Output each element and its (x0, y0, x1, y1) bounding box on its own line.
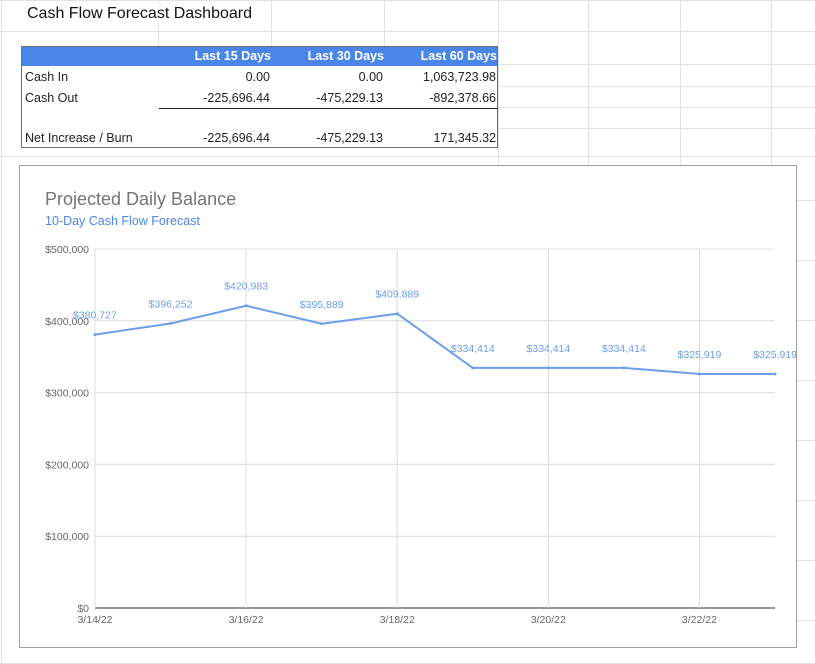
chart-title: Projected Daily Balance (45, 189, 236, 209)
cell-value[interactable]: -225,696.44 (203, 131, 270, 145)
data-point (471, 366, 475, 370)
data-label: $325,919 (753, 349, 796, 361)
data-point (244, 304, 248, 308)
x-tick-label: 3/16/22 (229, 614, 264, 626)
y-tick-label: $400,000 (45, 316, 89, 328)
y-tick-label: $0 (77, 603, 89, 615)
x-tick-label: 3/14/22 (77, 614, 112, 626)
data-label: $396,252 (149, 298, 193, 310)
series-line (94, 304, 775, 375)
data-point (546, 366, 550, 370)
y-tick-label: $100,000 (45, 531, 89, 543)
header-last-60-days[interactable]: Last 60 Days (420, 49, 497, 63)
cell-value[interactable]: 171,345.32 (433, 131, 496, 145)
line-chart[interactable]: Projected Daily Balance 10-Day Cash Flow … (19, 165, 797, 648)
y-tick-label: $500,000 (45, 244, 89, 256)
data-label: $409,889 (375, 289, 419, 301)
data-label: $420,983 (224, 281, 268, 293)
header-last-15-days[interactable]: Last 15 Days (194, 49, 271, 63)
data-label: $334,414 (526, 343, 570, 355)
sheet-title: Cash Flow Forecast Dashboard (25, 5, 254, 23)
cell-value[interactable]: -225,696.44 (203, 91, 270, 105)
data-label: $395,889 (300, 299, 344, 311)
cell-value[interactable]: -892,378.66 (429, 91, 496, 105)
data-label: $325,919 (678, 349, 722, 361)
row-label-cash-out[interactable]: Cash Out (25, 91, 78, 105)
summary-header-row: Last 15 Days Last 30 Days Last 60 Days (22, 47, 497, 66)
data-point (93, 333, 97, 337)
cell-value[interactable]: -475,229.13 (316, 91, 383, 105)
data-label: $380,727 (73, 310, 117, 322)
y-tick-label: $300,000 (45, 388, 89, 400)
x-tick-label: 3/20/22 (531, 614, 566, 626)
cell-value[interactable]: 0.00 (358, 70, 383, 84)
summary-table: Last 15 Days Last 30 Days Last 60 Days C… (21, 46, 498, 148)
x-tick-label: 3/22/22 (682, 614, 717, 626)
cell-value[interactable]: 0.00 (245, 70, 270, 84)
cell-value[interactable]: -475,229.13 (316, 131, 383, 145)
data-label: $334,414 (602, 343, 646, 355)
cell-value[interactable]: 1,063,723.98 (423, 70, 496, 84)
data-point (697, 372, 701, 376)
data-point (773, 372, 777, 376)
y-tick-label: $200,000 (45, 459, 89, 471)
chart-subtitle: 10-Day Cash Flow Forecast (45, 214, 200, 228)
x-tick-label: 3/18/22 (380, 614, 415, 626)
chart-canvas: Projected Daily Balance 10-Day Cash Flow … (45, 189, 796, 626)
row-label-cash-in[interactable]: Cash In (25, 70, 69, 84)
data-label: $334,414 (451, 343, 495, 355)
data-point (320, 322, 324, 326)
data-point (169, 321, 173, 325)
totals-divider (159, 108, 498, 109)
row-label-net-increase[interactable]: Net Increase / Burn (25, 131, 133, 145)
header-last-30-days[interactable]: Last 30 Days (307, 49, 384, 63)
data-point (395, 312, 399, 316)
data-point (622, 366, 626, 370)
